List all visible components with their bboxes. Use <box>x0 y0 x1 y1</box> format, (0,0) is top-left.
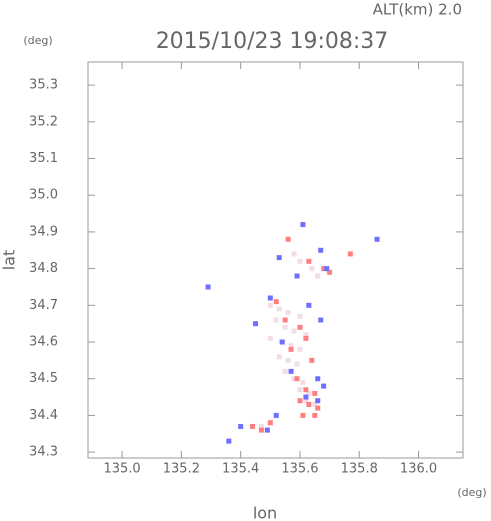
y-tick-label: 35.3 <box>29 78 58 93</box>
data-point <box>318 317 324 323</box>
data-point <box>321 266 327 272</box>
data-point <box>306 258 312 264</box>
data-point <box>276 354 282 360</box>
data-point <box>285 310 291 316</box>
data-point <box>282 317 288 323</box>
data-point <box>273 412 279 418</box>
data-point <box>315 376 321 382</box>
data-point <box>276 255 282 261</box>
data-point <box>258 423 264 429</box>
data-point <box>267 420 273 426</box>
data-point <box>297 387 303 393</box>
data-point <box>309 266 315 272</box>
x-tick-label: 135.0 <box>103 462 140 477</box>
data-point <box>267 335 273 341</box>
y-tick-label: 35.1 <box>29 151 58 166</box>
y-tick-label: 35.2 <box>29 114 58 129</box>
data-point <box>303 398 309 404</box>
data-point <box>297 346 303 352</box>
y-axis-label: lat <box>0 250 19 271</box>
data-point <box>297 398 303 404</box>
data-point <box>297 258 303 264</box>
y-tick-label: 34.7 <box>29 298 58 313</box>
data-point <box>279 339 285 345</box>
data-point <box>300 412 306 418</box>
data-point <box>374 236 380 242</box>
data-point <box>306 401 312 407</box>
y-tick-label: 35.0 <box>29 188 58 203</box>
y-tick-label: 34.3 <box>29 445 58 460</box>
data-point <box>267 295 273 301</box>
data-point <box>347 251 353 257</box>
data-point <box>282 368 288 374</box>
data-point <box>252 321 258 327</box>
data-point <box>324 266 330 272</box>
data-point <box>300 222 306 228</box>
x-axis-label: lon <box>253 504 277 521</box>
data-point <box>306 302 312 308</box>
x-unit: (deg) <box>457 486 486 499</box>
data-point <box>327 269 333 275</box>
data-point <box>303 394 309 400</box>
data-point <box>273 317 279 323</box>
data-point <box>273 299 279 305</box>
data-point <box>291 251 297 257</box>
y-tick-label: 34.5 <box>29 371 58 386</box>
data-point <box>291 376 297 382</box>
y-tick-label: 34.4 <box>29 408 58 423</box>
x-tick-label: 135.8 <box>341 462 378 477</box>
data-point <box>276 306 282 312</box>
data-point <box>294 376 300 382</box>
data-point <box>303 387 309 393</box>
y-tick-label: 34.8 <box>29 261 58 276</box>
data-point <box>288 343 294 349</box>
data-point <box>300 379 306 385</box>
data-point <box>312 401 318 407</box>
data-point <box>294 361 300 367</box>
x-tick-label: 136.0 <box>400 462 437 477</box>
data-point <box>297 324 303 330</box>
y-unit: (deg) <box>23 34 52 47</box>
data-point <box>205 284 211 290</box>
data-point <box>282 324 288 330</box>
x-tick-label: 135.4 <box>222 462 259 477</box>
data-point <box>288 368 294 374</box>
data-point <box>267 302 273 308</box>
data-point <box>315 273 321 279</box>
data-point <box>321 383 327 389</box>
data-point <box>303 332 309 338</box>
x-tick-label: 135.2 <box>163 462 200 477</box>
data-point <box>285 236 291 242</box>
y-tick-label: 34.9 <box>29 224 58 239</box>
data-point <box>258 427 264 433</box>
data-point <box>303 335 309 341</box>
data-point <box>318 247 324 253</box>
data-point <box>315 398 321 404</box>
data-point <box>226 438 232 444</box>
data-point <box>309 357 315 363</box>
data-point <box>285 357 291 363</box>
x-tick-label: 135.6 <box>281 462 318 477</box>
altitude-label: ALT(km) 2.0 <box>373 1 462 19</box>
data-point <box>294 273 300 279</box>
plot-frame <box>87 61 464 459</box>
data-point <box>291 328 297 334</box>
data-point <box>315 405 321 411</box>
data-point <box>238 423 244 429</box>
chart-title: 2015/10/23 19:08:37 <box>156 29 389 54</box>
data-point <box>312 412 318 418</box>
data-point <box>312 390 318 396</box>
y-tick-label: 34.6 <box>29 335 58 350</box>
data-point <box>250 423 256 429</box>
data-point <box>297 313 303 319</box>
data-point <box>264 427 270 433</box>
data-point <box>306 390 312 396</box>
data-point <box>288 346 294 352</box>
